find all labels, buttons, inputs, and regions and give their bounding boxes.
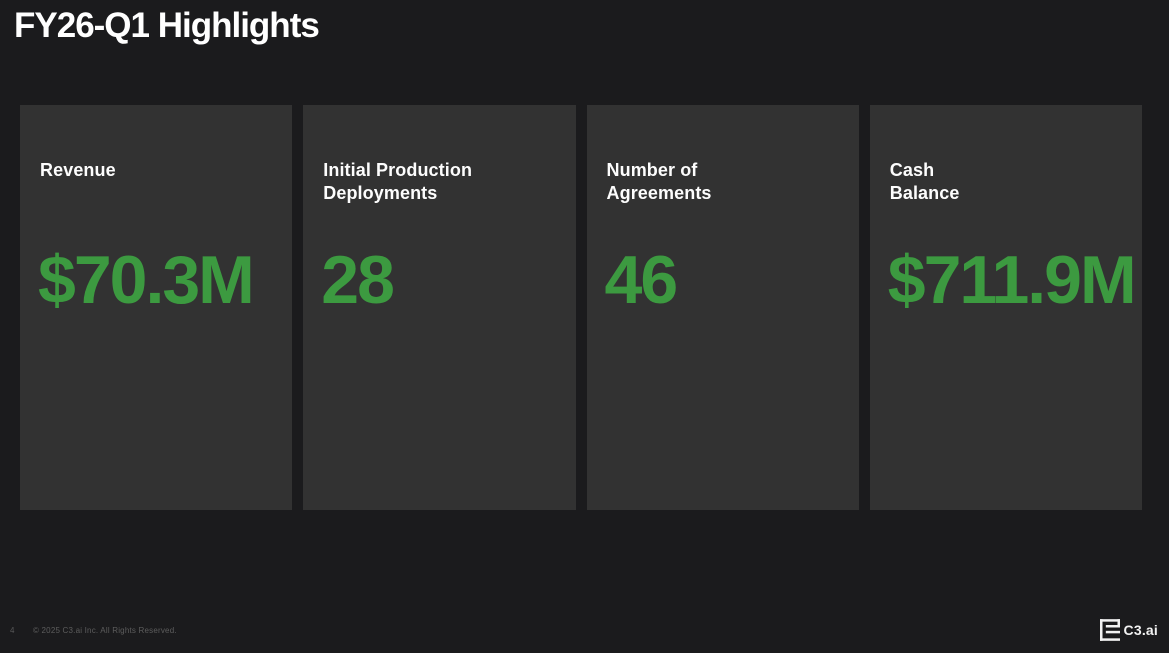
card-number-of-agreements: Number of Agreements 46 (586, 105, 859, 510)
card-value: 28 (321, 242, 395, 318)
c3ai-logo: C3.ai (1099, 619, 1158, 641)
slide-footer: 4 © 2025 C3.ai Inc. All Rights Reserved.… (0, 609, 1169, 653)
card-value: 46 (604, 242, 679, 318)
card-cash-balance: Cash Balance $711.9M (869, 105, 1142, 510)
logo-text: C3.ai (1123, 622, 1158, 638)
copyright-text: © 2025 C3.ai Inc. All Rights Reserved. (33, 626, 177, 635)
card-label: Initial Production Deployments (323, 160, 473, 203)
c3ai-logo-icon (1099, 619, 1120, 641)
card-value: $711.9M (887, 242, 1137, 318)
highlight-cards: Revenue $70.3M Initial Production Deploy… (20, 105, 1142, 510)
card-revenue: Revenue $70.3M (20, 105, 293, 510)
card-value: $70.3M (38, 242, 255, 318)
page-number: 4 (10, 626, 15, 635)
card-label: Revenue (40, 160, 116, 180)
card-initial-production-deployments: Initial Production Deployments 28 (303, 105, 576, 510)
card-label: Cash Balance (889, 160, 960, 203)
page-title: FY26-Q1 Highlights (14, 6, 320, 45)
card-label: Number of Agreements (606, 160, 712, 203)
